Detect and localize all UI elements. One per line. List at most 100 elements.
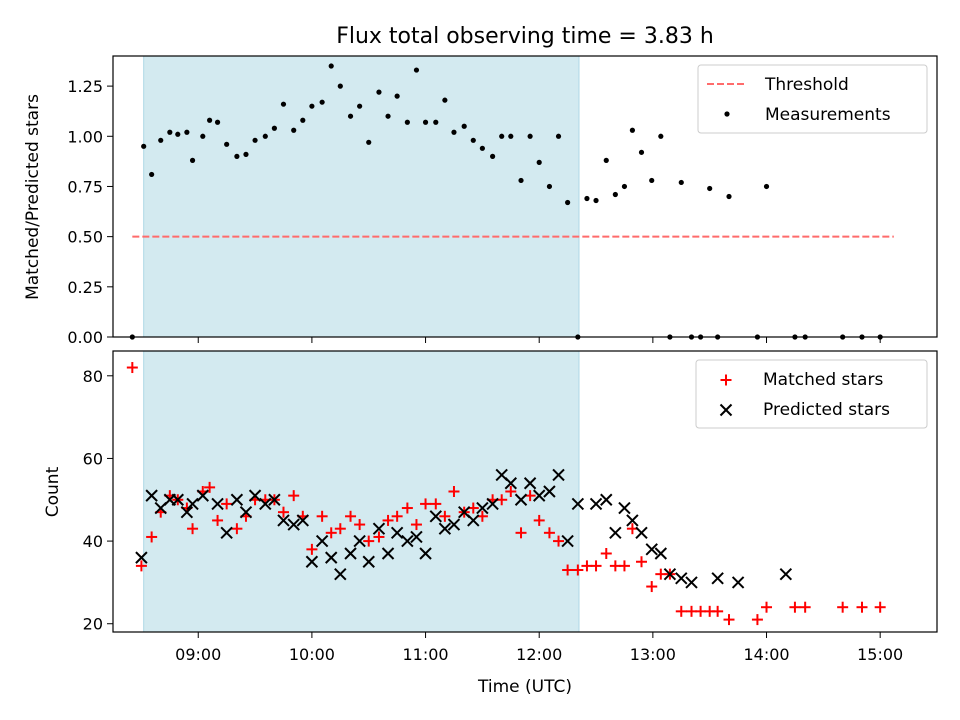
matched-point (543, 527, 555, 539)
measurement-point (638, 149, 645, 155)
y-tick-label: 40 (83, 532, 103, 551)
matched-point (277, 506, 289, 518)
matched-point (761, 601, 773, 613)
measurement-point (328, 63, 334, 69)
predicted-point (429, 510, 442, 523)
x-stroke (618, 501, 631, 515)
x-stroke (438, 522, 452, 535)
x-stroke (180, 505, 194, 519)
matched-point (410, 519, 422, 531)
predicted-point (196, 489, 209, 502)
measurement-point (347, 113, 354, 119)
matched-point (316, 510, 328, 522)
x-stroke (390, 526, 404, 540)
predicted-point (635, 526, 648, 540)
x-stroke (135, 551, 148, 564)
measurement-point (451, 129, 457, 135)
legend-threshold-label: Threshold (764, 75, 849, 95)
x-stroke (171, 493, 184, 506)
measurement-point (726, 193, 732, 200)
matched-point (590, 560, 602, 572)
x-stroke (334, 567, 347, 581)
predicted-point (685, 576, 698, 589)
x-stroke (410, 530, 423, 544)
predicted-point (779, 567, 793, 581)
x-tick-label: 13:00 (630, 645, 676, 664)
matched-point (505, 486, 517, 497)
matched-point (856, 601, 868, 613)
x-stroke (315, 534, 329, 548)
x-stroke (248, 489, 262, 502)
measurement-point (518, 177, 524, 184)
measurement-point (508, 133, 514, 139)
predicted-point (296, 514, 310, 527)
predicted-point (135, 551, 148, 564)
predicted-point (514, 493, 528, 506)
x-stroke (277, 514, 290, 527)
x-stroke (663, 567, 677, 581)
predicted-point (618, 501, 631, 515)
top-x-ticks (197, 337, 881, 343)
x-stroke (259, 497, 272, 511)
matched-point (646, 581, 658, 593)
top-y-ticks: 0.00 0.25 0.50 0.75 1.00 1.25 (67, 77, 113, 347)
predicted-point (401, 534, 414, 548)
matched-point (221, 498, 233, 510)
predicted-point (589, 497, 603, 511)
bottom-y-axis-label: Count (43, 466, 63, 517)
x-stroke (239, 505, 253, 519)
measurement-point (243, 151, 249, 157)
matched-point (345, 510, 357, 522)
x-stroke (504, 477, 518, 490)
bottom-legend: Matched stars Predicted stars (695, 359, 928, 429)
measurement-point (234, 153, 240, 159)
y-tick-label: 60 (83, 449, 103, 468)
predicted-point (438, 522, 452, 535)
predicted-point (523, 477, 537, 490)
measurement-point (280, 101, 287, 107)
matched-point (572, 564, 584, 576)
predicted-point (248, 489, 262, 502)
measurement-point (158, 137, 164, 143)
matched-point (837, 601, 849, 613)
measurement-point (309, 103, 315, 109)
measurement-point (490, 153, 496, 159)
matched-point (430, 498, 442, 510)
predicted-point (287, 518, 300, 531)
chart-title: Flux total observing time = 3.83 h (336, 24, 714, 49)
predicted-point (419, 547, 432, 560)
matched-point (354, 519, 366, 531)
predicted-point (239, 505, 253, 519)
matched-point (391, 510, 403, 522)
predicted-point (259, 497, 272, 511)
measurement-point (527, 133, 533, 139)
x-tick-label: 14:00 (743, 645, 789, 664)
matched-point (306, 543, 318, 555)
x-stroke (635, 526, 648, 540)
predicted-point (362, 555, 375, 568)
matched-point (135, 560, 147, 572)
matched-point (288, 490, 300, 502)
x-stroke (711, 572, 724, 585)
x-stroke (486, 497, 499, 511)
x-stroke (268, 493, 281, 506)
x-tick-label: 09:00 (175, 645, 221, 664)
measurement-point (252, 137, 258, 143)
top-y-axis-label: Matched/Predicted stars (23, 94, 43, 300)
x-stroke (353, 534, 366, 548)
legend-measurements-label: Measurements (765, 105, 891, 125)
x-stroke (654, 547, 668, 560)
legend-matched-label: Matched stars (763, 370, 883, 390)
x-tick-label: 15:00 (857, 645, 903, 664)
bottom-plot-frame (112, 350, 938, 633)
x-stroke (495, 468, 508, 482)
measurement-point (200, 133, 206, 139)
x-stroke (685, 576, 698, 589)
x-stroke (362, 555, 375, 568)
matched-point (401, 502, 413, 514)
matched-point (712, 605, 724, 617)
top-legend-box (697, 64, 928, 134)
measurement-point (385, 113, 391, 119)
matched-point (146, 531, 158, 543)
matched-point (515, 527, 527, 539)
